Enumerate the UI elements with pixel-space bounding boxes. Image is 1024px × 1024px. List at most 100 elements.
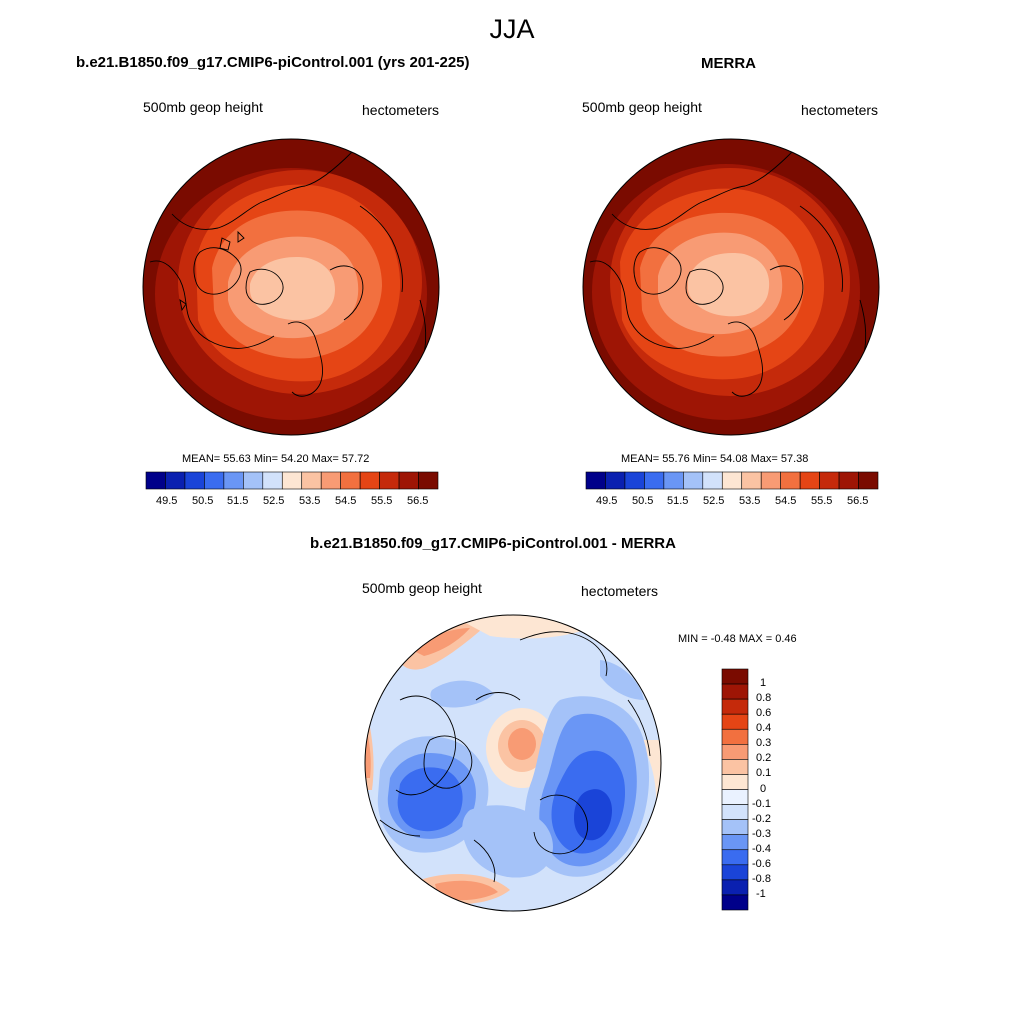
colorbar-swatch: [379, 471, 400, 490]
colorbar-swatch: [721, 894, 749, 911]
colorbar-tick: -0.3: [752, 828, 771, 840]
colorbar-swatch: [721, 683, 749, 700]
colorbar-tick: 53.5: [299, 495, 321, 507]
colorbar-swatch: [721, 471, 743, 490]
colorbar-tick: -0.6: [752, 858, 771, 870]
colorbar-swatch: [184, 471, 205, 490]
colorbar-tick: 51.5: [667, 495, 689, 507]
main-title: JJA: [489, 14, 535, 44]
colorbar-swatch: [223, 471, 244, 490]
colorbar-tick: -0.2: [752, 813, 771, 825]
merra-map-border: [582, 138, 880, 436]
colorbar-swatch: [683, 471, 704, 490]
colorbar-swatch: [624, 471, 645, 490]
colorbar-tick: 52.5: [263, 495, 285, 507]
colorbar-tick: 56.5: [407, 495, 429, 507]
colorbar-tick: 0.1: [756, 767, 772, 779]
colorbar-tick: 0.2: [756, 752, 772, 764]
colorbar-tick: 51.5: [227, 495, 249, 507]
colorbar-swatch: [721, 698, 749, 715]
colorbar-tick: 0.8: [756, 692, 772, 704]
colorbar-tick: 54.5: [775, 495, 797, 507]
colorbar-tick: 0.4: [756, 722, 772, 734]
colorbar-tick: 52.5: [703, 495, 725, 507]
model-colorbar: [145, 471, 439, 490]
colorbar-tick: -0.8: [752, 873, 771, 885]
colorbar-swatch: [702, 471, 723, 490]
colorbar-swatch: [721, 759, 749, 775]
colorbar-swatch: [721, 819, 749, 835]
colorbar-swatch: [819, 471, 840, 490]
colorbar-swatch: [721, 879, 749, 896]
colorbar-swatch: [243, 471, 264, 490]
colorbar-tick: 50.5: [192, 495, 214, 507]
colorbar-swatch: [418, 471, 439, 490]
diff-variable-label: 500mb geop height: [362, 580, 482, 596]
colorbar-swatch: [760, 471, 781, 490]
diff-colorbar: [721, 668, 749, 911]
colorbar-tick: 56.5: [847, 495, 869, 507]
colorbar-swatch: [721, 744, 749, 760]
colorbar-swatch: [721, 789, 749, 805]
merra-polar-map: [583, 139, 879, 435]
colorbar-swatch: [721, 713, 749, 730]
colorbar-tick: 0: [760, 783, 767, 795]
merra-colorbar: [585, 471, 879, 490]
colorbar-swatch: [605, 471, 626, 490]
colorbar-swatch: [721, 849, 749, 866]
colorbar-swatch: [359, 471, 380, 490]
colorbar-tick: 49.5: [596, 495, 618, 507]
diff-panel-title: b.e21.B1850.f09_g17.CMIP6-piControl.001 …: [310, 535, 676, 552]
colorbar-tick: 54.5: [335, 495, 357, 507]
colorbar-tick: 55.5: [371, 495, 393, 507]
colorbar-swatch: [585, 471, 606, 490]
colorbar-swatch: [741, 471, 762, 490]
colorbar-tick: -0.1: [752, 798, 771, 810]
model-map-border: [142, 138, 440, 436]
colorbar-swatch: [721, 728, 749, 745]
diff-map-border: [364, 614, 662, 912]
colorbar-swatch: [281, 471, 303, 490]
diff-units-label: hectometers: [581, 583, 659, 599]
colorbar-swatch: [204, 471, 225, 490]
merra-colorbar-ticks: 49.5 50.5 51.5 52.5 53.5 54.5 55.5 56.5: [586, 495, 878, 509]
colorbar-tick: 1: [760, 677, 767, 689]
colorbar-swatch: [858, 471, 879, 490]
colorbar-swatch: [320, 471, 341, 490]
colorbar-tick: -1: [756, 888, 766, 900]
merra-stats: MEAN= 55.76 Min= 54.08 Max= 57.38: [621, 453, 809, 465]
colorbar-swatch: [721, 668, 749, 685]
model-colorbar-ticks: 49.5 50.5 51.5 52.5 53.5 54.5 55.5 56.5: [146, 495, 438, 509]
colorbar-swatch: [262, 471, 283, 490]
colorbar-tick: 49.5: [156, 495, 178, 507]
colorbar-swatch: [721, 774, 749, 790]
model-panel-title: b.e21.B1850.f09_g17.CMIP6-piControl.001 …: [76, 54, 470, 71]
colorbar-swatch: [838, 471, 859, 490]
colorbar-tick: 0.6: [756, 707, 772, 719]
colorbar-swatch: [780, 471, 801, 490]
colorbar-swatch: [721, 834, 749, 851]
colorbar-swatch: [398, 471, 419, 490]
diff-stats: MIN = -0.48 MAX = 0.46: [678, 633, 797, 645]
colorbar-swatch: [301, 471, 322, 490]
colorbar-swatch: [145, 471, 166, 490]
diff-colorbar-ticks: 1 0.8 0.6 0.4 0.3 0.2 0.1 0 -0.1 -0.2 -0…: [752, 677, 792, 907]
diff-polar-map: [365, 615, 661, 911]
model-stats: MEAN= 55.63 Min= 54.20 Max= 57.72: [182, 453, 370, 465]
colorbar-swatch: [340, 471, 361, 490]
colorbar-tick: 53.5: [739, 495, 761, 507]
colorbar-swatch: [644, 471, 665, 490]
colorbar-swatch: [721, 804, 749, 820]
colorbar-swatch: [165, 471, 186, 490]
model-variable-label: 500mb geop height: [143, 99, 263, 115]
colorbar-swatch: [663, 471, 684, 490]
colorbar-tick: 55.5: [811, 495, 833, 507]
colorbar-tick: -0.4: [752, 843, 771, 855]
colorbar-tick: 0.3: [756, 737, 772, 749]
merra-units-label: hectometers: [801, 102, 879, 118]
colorbar-tick: 50.5: [632, 495, 654, 507]
colorbar-swatch: [799, 471, 820, 490]
merra-panel-title: MERRA: [701, 55, 756, 72]
model-polar-map: [143, 139, 439, 435]
